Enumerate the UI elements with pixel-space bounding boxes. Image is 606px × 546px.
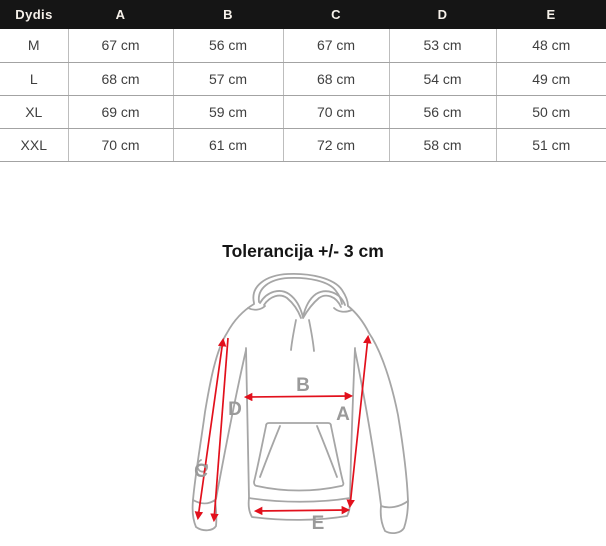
column-header-c: C (283, 0, 389, 29)
measurement-arrows (194, 334, 372, 523)
table-row-xxl: XXL 70 cm 61 cm 72 cm 58 cm 51 cm (0, 128, 606, 162)
size-cell: XL (0, 95, 68, 129)
hoodie-measurement-diagram: B A D C E (168, 270, 438, 546)
table-row-m: M 67 cm 56 cm 67 cm 53 cm 48 cm (0, 29, 606, 63)
arrow-d (210, 337, 229, 523)
table-cell: 56 cm (172, 29, 283, 63)
table-cell: 57 cm (172, 62, 283, 96)
measure-label-a: A (336, 404, 350, 425)
column-header-a: A (68, 0, 173, 29)
table-cell: 49 cm (495, 62, 606, 96)
column-header-d: D (389, 0, 496, 29)
table-cell: 69 cm (67, 95, 173, 129)
table-cell: 67 cm (282, 29, 389, 63)
table-cell: 51 cm (495, 128, 606, 162)
table-cell: 53 cm (388, 29, 496, 63)
tolerance-note: Tolerancija +/- 3 cm (222, 241, 384, 261)
column-header-size: Dydis (0, 0, 68, 29)
measure-label-e: E (312, 513, 325, 534)
table-cell: 58 cm (388, 128, 496, 162)
table-cell: 48 cm (495, 29, 606, 63)
table-cell: 68 cm (282, 62, 389, 96)
table-cell: 61 cm (172, 128, 283, 162)
table-cell: 70 cm (67, 128, 173, 162)
size-cell: M (0, 29, 68, 63)
arrow-a (346, 334, 372, 509)
measure-label-c: C (194, 461, 208, 482)
measure-label-b: B (296, 375, 310, 396)
table-cell: 67 cm (67, 29, 173, 63)
size-table-header-row: Dydis A B C D E (0, 0, 606, 29)
table-row-xl: XL 69 cm 59 cm 70 cm 56 cm 50 cm (0, 95, 606, 129)
table-cell: 50 cm (495, 95, 606, 129)
column-header-b: B (173, 0, 283, 29)
table-cell: 68 cm (67, 62, 173, 96)
hoodie-diagram-svg: B A D C E (191, 273, 409, 535)
table-cell: 54 cm (388, 62, 496, 96)
arrow-e (253, 505, 351, 516)
size-cell: XXL (0, 128, 68, 162)
size-cell: L (0, 62, 68, 96)
table-row-l: L 68 cm 57 cm 68 cm 54 cm 49 cm (0, 62, 606, 96)
measure-label-d: D (228, 399, 242, 420)
column-header-e: E (496, 0, 606, 29)
table-cell: 72 cm (282, 128, 389, 162)
arrow-c (194, 337, 227, 521)
table-cell: 59 cm (172, 95, 283, 129)
table-cell: 70 cm (282, 95, 389, 129)
arrow-b (243, 391, 354, 402)
hoodie-outline (191, 273, 409, 535)
size-table: Dydis A B C D E M 67 cm 56 cm 67 cm 53 c… (0, 0, 606, 162)
table-cell: 56 cm (388, 95, 496, 129)
